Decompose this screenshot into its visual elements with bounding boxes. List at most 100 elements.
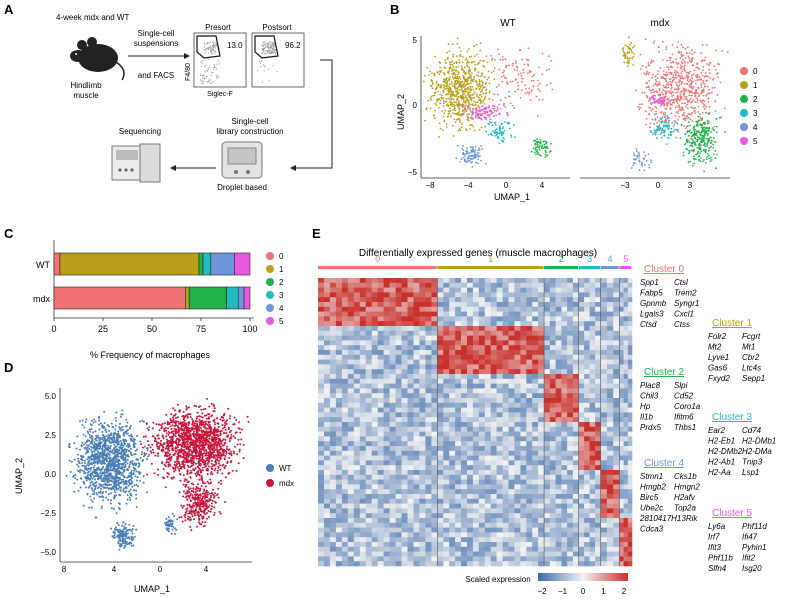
umap-point-cluster-2 — [698, 147, 700, 149]
facs-event — [201, 83, 202, 84]
umap-point-cluster-2 — [538, 147, 540, 149]
umap-point-cluster-1 — [450, 68, 452, 70]
facs-event — [204, 76, 205, 77]
umap-point-cluster-4 — [474, 156, 476, 158]
umap-point-mdx — [163, 437, 165, 439]
umap-point-wt — [107, 424, 109, 426]
umap-point-wt — [77, 458, 79, 460]
umap-point-wt — [81, 455, 83, 457]
umap-point-wt — [106, 484, 108, 486]
legend-label-3: 3 — [279, 291, 284, 300]
umap-point-cluster-0 — [687, 62, 689, 64]
umap-point-wt — [76, 479, 78, 481]
umap-point-wt — [114, 455, 116, 457]
umap-point-cluster-0 — [503, 70, 505, 72]
umap-point-cluster-1 — [481, 89, 483, 91]
umap-point-cluster-3 — [652, 119, 654, 121]
umap-point-cluster-2 — [701, 141, 703, 143]
umap-point-wt — [127, 494, 129, 496]
umap-point-cluster-2 — [693, 159, 695, 161]
umap-point-cluster-3 — [658, 129, 660, 131]
umap-point-cluster-0 — [701, 86, 703, 88]
umap-point-cluster-1 — [470, 97, 472, 99]
umap-point-wt — [118, 463, 120, 465]
umap-d-ylabel: UMAP_2 — [14, 458, 24, 494]
umap-point-cluster-0 — [684, 92, 686, 94]
umap-point-wt — [104, 422, 106, 424]
facs-event — [209, 42, 210, 43]
umap-point-mdx — [187, 416, 189, 418]
legend-swatch-5 — [266, 317, 274, 325]
umap-point-wt — [77, 470, 79, 472]
umap-point-wt — [135, 494, 137, 496]
umap-b-ytick: 5 — [413, 36, 418, 45]
facs-event — [273, 65, 274, 66]
umap-point-cluster-5 — [485, 108, 487, 110]
umap-point-mdx — [160, 427, 162, 429]
umap-point-wt — [114, 528, 116, 530]
umap-point-cluster-0 — [539, 90, 541, 92]
umap-point-cluster-4 — [643, 158, 645, 160]
umap-point-mdx — [180, 449, 182, 451]
umap-point-cluster-4 — [464, 155, 466, 157]
umap-point-mdx — [240, 438, 242, 440]
umap-point-cluster-4 — [644, 164, 646, 166]
facs-event — [211, 83, 212, 84]
umap-point-cluster-0 — [684, 96, 686, 98]
umap-point-cluster-1 — [440, 97, 442, 99]
umap-point-cluster-0 — [666, 84, 668, 86]
umap-point-cluster-1 — [473, 76, 475, 78]
umap-point-cluster-0 — [708, 69, 710, 71]
umap-point-cluster-0 — [665, 80, 667, 82]
umap-point-wt — [109, 457, 111, 459]
umap-point-mdx — [225, 439, 227, 441]
umap-point-cluster-0 — [691, 95, 693, 97]
umap-point-cluster-0 — [675, 58, 677, 60]
umap-point-cluster-0 — [663, 70, 665, 72]
facs-event — [272, 52, 273, 53]
umap-point-mdx — [231, 434, 233, 436]
umap-point-cluster-0 — [494, 59, 496, 61]
umap-point-wt — [94, 446, 96, 448]
facs-event — [265, 44, 266, 45]
umap-point-cluster-2 — [688, 153, 690, 155]
facs-event — [205, 48, 206, 49]
umap-point-cluster-1 — [470, 82, 472, 84]
umap-point-wt — [136, 480, 138, 482]
umap-point-cluster-1 — [433, 73, 435, 75]
umap-point-wt — [121, 525, 123, 527]
umap-point-cluster-0 — [687, 79, 689, 81]
umap-point-mdx — [239, 449, 241, 451]
umap-point-cluster-0 — [690, 114, 692, 116]
facs-event — [216, 45, 217, 46]
umap-point-cluster-0 — [677, 87, 679, 89]
umap-point-mdx — [229, 440, 231, 442]
umap-point-wt — [128, 443, 130, 445]
umap-point-cluster-5 — [658, 102, 660, 104]
umap-point-cluster-0 — [675, 82, 677, 84]
umap-point-cluster-0 — [654, 114, 656, 116]
umap-point-wt — [118, 494, 120, 496]
umap-point-wt — [129, 461, 131, 463]
umap-point-wt — [104, 472, 106, 474]
umap-point-wt — [114, 489, 116, 491]
facs-event — [209, 81, 210, 82]
umap-point-mdx — [163, 468, 165, 470]
umap-point-wt — [136, 506, 138, 508]
umap-point-cluster-0 — [490, 55, 492, 57]
legend-label-0: 0 — [753, 67, 758, 76]
bar-xtick-label: 100 — [242, 324, 257, 334]
umap-point-cluster-0 — [533, 74, 535, 76]
umap-point-cluster-1 — [454, 109, 456, 111]
umap-point-wt — [125, 419, 127, 421]
legend-swatch-4 — [266, 304, 274, 312]
umap-point-wt — [114, 432, 116, 434]
umap-point-cluster-1 — [631, 42, 633, 44]
umap-point-cluster-1 — [478, 71, 480, 73]
umap-point-wt — [94, 479, 96, 481]
umap-point-cluster-0 — [533, 80, 535, 82]
umap-point-wt — [117, 542, 119, 544]
umap-point-wt — [103, 455, 105, 457]
umap-point-wt — [94, 485, 96, 487]
umap-point-mdx — [183, 474, 185, 476]
